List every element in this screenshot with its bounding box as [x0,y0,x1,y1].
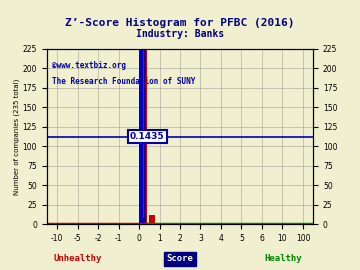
Text: Z’-Score Histogram for PFBC (2016): Z’-Score Histogram for PFBC (2016) [65,18,295,28]
Text: Score: Score [167,254,193,263]
Text: ©www.textbiz.org: ©www.textbiz.org [52,61,126,70]
Y-axis label: Number of companies (235 total): Number of companies (235 total) [13,78,20,195]
Bar [143,49,147,224]
Text: 0.1435: 0.1435 [130,132,165,141]
Bar [149,215,156,224]
Bar [142,218,145,224]
Text: Unhealthy: Unhealthy [54,254,102,263]
Text: Healthy: Healthy [265,254,302,263]
Bar [139,49,145,224]
Text: Industry: Banks: Industry: Banks [136,29,224,39]
Text: The Research Foundation of SUNY: The Research Foundation of SUNY [52,77,195,86]
